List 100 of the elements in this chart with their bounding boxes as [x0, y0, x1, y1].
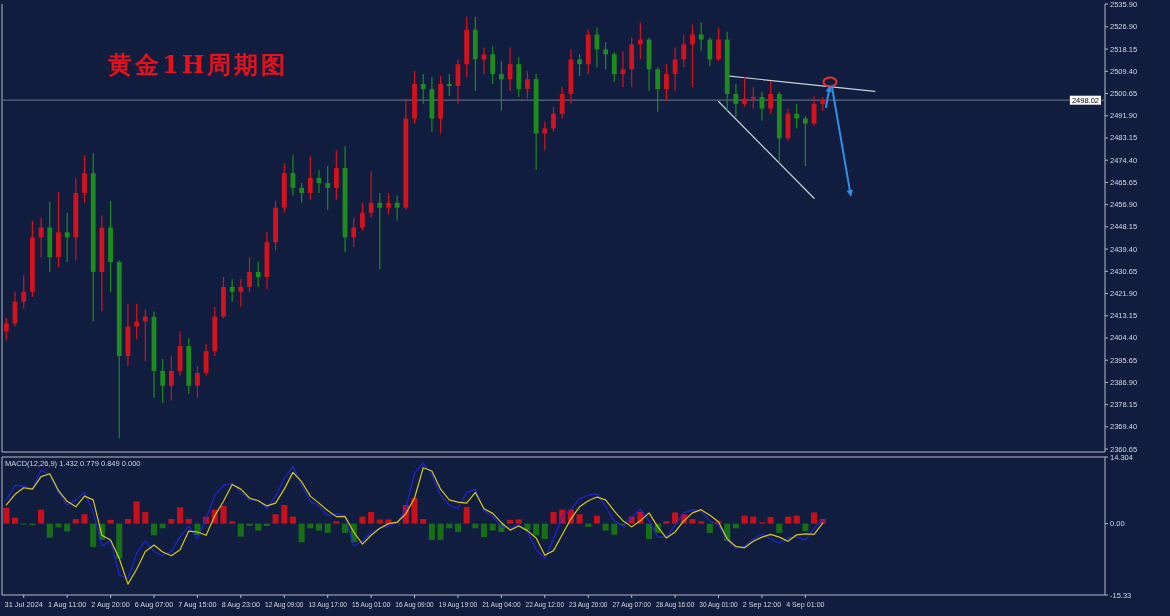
candlestick: [750, 86, 756, 110]
candlestick: [333, 149, 339, 201]
bar: [38, 509, 45, 524]
bar: [324, 523, 331, 533]
bar: [576, 514, 583, 524]
bar: [533, 523, 540, 536]
bar: [90, 523, 97, 547]
candlestick: [229, 278, 235, 303]
bar: [507, 519, 514, 524]
candlestick: [238, 278, 244, 308]
bar: [480, 523, 488, 538]
candlestick: [499, 60, 504, 112]
candlestick: [655, 66, 661, 113]
candlestick: [559, 86, 565, 120]
bar: [237, 523, 244, 537]
bar: [420, 518, 427, 524]
bar: [229, 521, 236, 524]
candlestick: [394, 195, 400, 222]
bar: [359, 516, 366, 524]
candlestick: [542, 120, 548, 151]
bar: [124, 518, 131, 524]
bar: [541, 523, 548, 539]
bar: [663, 521, 670, 524]
bar: [784, 516, 792, 524]
candlestick: [664, 63, 669, 102]
candlestick: [420, 73, 426, 105]
bar: [281, 504, 288, 524]
bar: [315, 523, 323, 531]
candlestick: [307, 155, 313, 201]
bar: [672, 512, 679, 524]
candlestick: [168, 355, 174, 402]
bar: [454, 523, 461, 532]
candlestick: [134, 303, 140, 340]
bar: [11, 517, 19, 524]
bar: [133, 501, 140, 524]
bar: [333, 521, 340, 524]
candlestick: [490, 45, 496, 85]
bar: [698, 521, 705, 524]
candlestick: [351, 216, 357, 248]
candlestick: [247, 256, 252, 293]
bar: [272, 514, 279, 524]
candlestick: [195, 365, 200, 399]
bar: [611, 523, 618, 535]
bar: [550, 511, 557, 524]
candlestick: [525, 70, 530, 100]
bar: [107, 519, 114, 524]
candlestick: [716, 27, 721, 62]
bar: [289, 516, 296, 524]
bar: [593, 515, 600, 524]
bar: [428, 523, 435, 540]
bar: [741, 515, 748, 524]
bar: [411, 498, 418, 524]
candlestick: [64, 212, 70, 263]
bar: [376, 519, 383, 524]
bar: [767, 517, 774, 524]
candlestick: [82, 154, 87, 204]
candlestick: [446, 73, 452, 97]
bar: [142, 511, 149, 524]
candlestick: [577, 53, 582, 77]
candlestick: [768, 80, 774, 115]
bar: [706, 523, 713, 533]
bar: [255, 523, 262, 531]
bar: [646, 523, 653, 539]
candlestick: [3, 317, 9, 341]
bar: [811, 512, 818, 524]
bar: [463, 506, 470, 524]
bar: [185, 518, 192, 524]
candlestick: [611, 51, 617, 83]
candlestick: [325, 165, 331, 211]
bar: [3, 507, 10, 524]
bar: [220, 505, 227, 524]
bar: [489, 523, 496, 531]
bar: [81, 514, 88, 524]
bar: [46, 523, 53, 538]
text: 黄金1H周期图: [107, 50, 289, 79]
candlestick: [551, 106, 556, 133]
candlestick: [794, 103, 800, 130]
bar: [298, 523, 305, 543]
candlestick: [360, 202, 365, 232]
bar: [793, 515, 800, 524]
bar: [168, 518, 175, 524]
bar: [177, 507, 184, 524]
candlestick: [386, 192, 391, 216]
bar: [602, 523, 609, 531]
bar: [585, 523, 592, 527]
bar: [246, 523, 253, 526]
bar: [515, 519, 522, 524]
candlestick: [377, 192, 383, 270]
bar: [368, 511, 375, 524]
bar: [802, 523, 809, 532]
bar: [689, 518, 696, 524]
candlestick: [802, 115, 808, 167]
candlestick: [21, 274, 27, 310]
bar: [150, 523, 158, 536]
bar: [437, 523, 444, 540]
candlestick: [681, 33, 687, 68]
candlestick: [368, 170, 374, 219]
bar: [64, 523, 71, 532]
bar: [116, 523, 123, 559]
candlestick: [690, 23, 695, 88]
